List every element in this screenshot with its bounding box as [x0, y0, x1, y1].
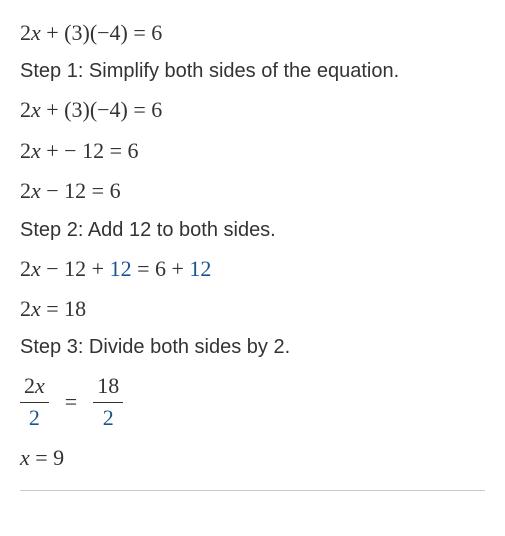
coef: 2: [20, 20, 31, 45]
variable-x: x: [31, 20, 41, 45]
expr-rest: = 18: [41, 296, 86, 321]
fraction-equation: 2x 2 = 18 2: [20, 373, 485, 431]
fraction-numerator: 2x: [20, 373, 49, 401]
fraction-numerator: 18: [93, 373, 123, 401]
equation-0: 2x + (3)(−4) = 6: [20, 20, 485, 46]
equation-5: 2x = 18: [20, 296, 485, 322]
expr-rest: − 12 = 6: [41, 178, 121, 203]
expr-rest: + (3)(−4) = 6: [41, 20, 163, 45]
fraction-left: 2x 2: [20, 373, 49, 431]
coef: 2: [20, 296, 31, 321]
fraction-right: 18 2: [93, 373, 123, 431]
coef: 2: [20, 97, 31, 122]
expr-mid: = 6 +: [132, 256, 190, 281]
horizontal-divider: [20, 490, 485, 491]
equals-sign: =: [65, 389, 77, 415]
step-1-text: Step 1: Simplify both sides of the equat…: [20, 60, 485, 83]
variable-x: x: [31, 178, 41, 203]
coef: 2: [20, 138, 31, 163]
variable-x: x: [31, 97, 41, 122]
variable-x: x: [35, 373, 45, 398]
equation-2: 2x + − 12 = 6: [20, 138, 485, 164]
coef: 2: [24, 373, 35, 398]
fraction-denominator: 2: [99, 403, 118, 431]
expr-rest: + − 12 = 6: [41, 138, 139, 163]
expr-rest: = 9: [30, 445, 64, 470]
highlight-12-right: 12: [189, 256, 211, 281]
variable-x: x: [20, 445, 30, 470]
coef: 2: [20, 178, 31, 203]
equation-final: x = 9: [20, 445, 485, 471]
step-2-text: Step 2: Add 12 to both sides.: [20, 219, 485, 242]
expr-part: − 12 +: [41, 256, 110, 281]
coef: 2: [20, 256, 31, 281]
highlight-12-left: 12: [110, 256, 132, 281]
equation-1: 2x + (3)(−4) = 6: [20, 97, 485, 123]
variable-x: x: [31, 138, 41, 163]
fraction-denominator: 2: [25, 403, 44, 431]
equation-3: 2x − 12 = 6: [20, 178, 485, 204]
expr-rest: + (3)(−4) = 6: [41, 97, 163, 122]
step-3-text: Step 3: Divide both sides by 2.: [20, 336, 485, 359]
variable-x: x: [31, 256, 41, 281]
variable-x: x: [31, 296, 41, 321]
equation-4: 2x − 12 + 12 = 6 + 12: [20, 256, 485, 282]
